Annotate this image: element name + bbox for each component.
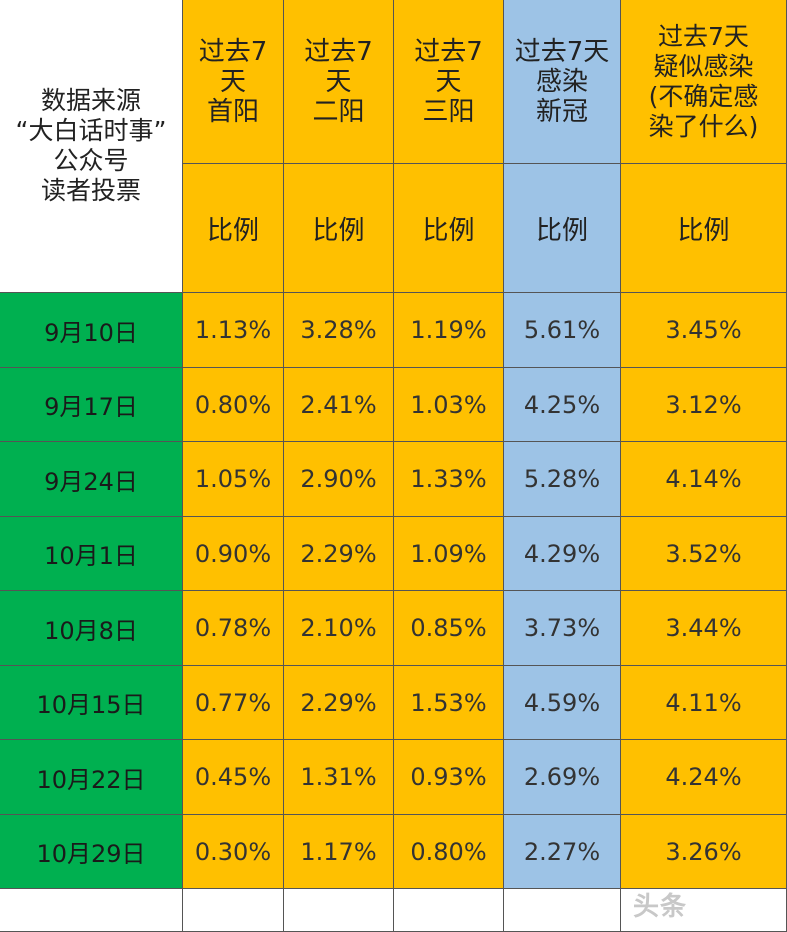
row-value-cell: 3.73% [504, 591, 621, 666]
row-date: 9月24日 [0, 442, 183, 517]
subheader-ratio: 比例 [504, 164, 621, 293]
subheader-ratio: 比例 [621, 164, 787, 293]
row-date: 10月8日 [0, 591, 183, 666]
row-value-cell: 2.27% [504, 815, 621, 889]
row-date: 9月10日 [0, 293, 183, 368]
row-value-cell: 3.44% [621, 591, 787, 666]
row-date: 10月1日 [0, 517, 183, 591]
row-value-cell: 4.14% [621, 442, 787, 517]
row-value-cell: 0.90% [183, 517, 284, 591]
row-date: 9月17日 [0, 368, 183, 442]
header-covid-infected: 过去7天 感染 新冠 [504, 0, 621, 164]
data-source-label: 数据来源 “大白话时事” 公众号 读者投票 [0, 0, 183, 293]
subheader-ratio: 比例 [284, 164, 394, 293]
row-date: 10月29日 [0, 815, 183, 889]
row-value-cell: 0.30% [183, 815, 284, 889]
watermark: 头条 [632, 891, 687, 922]
row-value-cell: 1.19% [394, 293, 504, 368]
subheader-ratio: 比例 [183, 164, 284, 293]
row-value-cell: 5.61% [504, 293, 621, 368]
empty-cell [394, 889, 504, 932]
row-value-cell: 1.33% [394, 442, 504, 517]
empty-cell [504, 889, 621, 932]
row-value-cell: 0.80% [183, 368, 284, 442]
empty-cell [0, 889, 183, 932]
empty-cell [183, 889, 284, 932]
header-first-positive: 过去7 天 首阳 [183, 0, 284, 164]
row-value-cell: 0.45% [183, 740, 284, 815]
empty-cell [621, 889, 787, 932]
row-value-cell: 0.93% [394, 740, 504, 815]
row-value-cell: 0.85% [394, 591, 504, 666]
row-value-cell: 2.69% [504, 740, 621, 815]
row-value-cell: 1.03% [394, 368, 504, 442]
row-value-cell: 1.53% [394, 666, 504, 740]
row-value-cell: 2.29% [284, 517, 394, 591]
subheader-ratio: 比例 [394, 164, 504, 293]
row-date: 10月22日 [0, 740, 183, 815]
row-value-cell: 1.13% [183, 293, 284, 368]
row-value-cell: 4.29% [504, 517, 621, 591]
row-value-cell: 0.78% [183, 591, 284, 666]
row-value-cell: 2.29% [284, 666, 394, 740]
header-third-positive: 过去7 天 三阳 [394, 0, 504, 164]
row-value-cell: 2.10% [284, 591, 394, 666]
row-value-cell: 4.25% [504, 368, 621, 442]
row-value-cell: 0.77% [183, 666, 284, 740]
row-value-cell: 3.12% [621, 368, 787, 442]
row-value-cell: 3.45% [621, 293, 787, 368]
row-value-cell: 5.28% [504, 442, 621, 517]
row-value-cell: 2.90% [284, 442, 394, 517]
row-date: 10月15日 [0, 666, 183, 740]
row-value-cell: 1.05% [183, 442, 284, 517]
row-value-cell: 1.31% [284, 740, 394, 815]
row-value-cell: 3.28% [284, 293, 394, 368]
row-value-cell: 3.26% [621, 815, 787, 889]
empty-cell [284, 889, 394, 932]
header-suspected-infection: 过去7天 疑似感染 (不确定感 染了什么) [621, 0, 787, 164]
row-value-cell: 1.17% [284, 815, 394, 889]
row-value-cell: 4.11% [621, 666, 787, 740]
row-value-cell: 4.24% [621, 740, 787, 815]
row-value-cell: 1.09% [394, 517, 504, 591]
row-value-cell: 0.80% [394, 815, 504, 889]
row-value-cell: 2.41% [284, 368, 394, 442]
row-value-cell: 3.52% [621, 517, 787, 591]
row-value-cell: 4.59% [504, 666, 621, 740]
header-second-positive: 过去7 天 二阳 [284, 0, 394, 164]
